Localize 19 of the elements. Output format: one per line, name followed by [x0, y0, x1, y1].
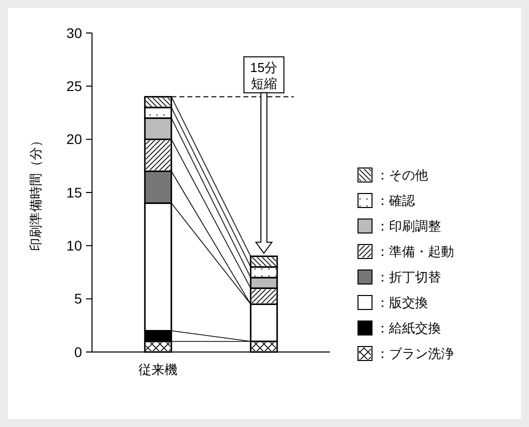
- legend-label: ：その他: [376, 168, 428, 183]
- legend-label: ：準備・起動: [376, 244, 454, 260]
- legend-label: ：確認: [376, 193, 415, 208]
- annotation: 15分: [250, 60, 278, 75]
- y-axis-title: 印刷準備時間（分）: [28, 134, 43, 251]
- annotation: 短縮: [250, 76, 277, 91]
- y-tick-label: 5: [74, 290, 82, 307]
- y-tick-label: 20: [66, 131, 82, 148]
- y-tick-label: 0: [74, 344, 82, 360]
- x-tick-label: 従来機: [138, 362, 178, 377]
- legend-label: ：ブラン洗浄: [376, 346, 454, 362]
- y-tick-label: 25: [66, 78, 82, 94]
- legend-label: ：折丁切替: [376, 270, 441, 285]
- y-tick-label: 10: [66, 238, 82, 254]
- legend-label: ：給紙交換: [376, 320, 441, 336]
- legend-label: ：版交換: [376, 295, 428, 310]
- y-tick-label: 30: [66, 24, 82, 41]
- y-tick-label: 15: [66, 184, 82, 200]
- legend-label: ：印刷調整: [376, 218, 441, 234]
